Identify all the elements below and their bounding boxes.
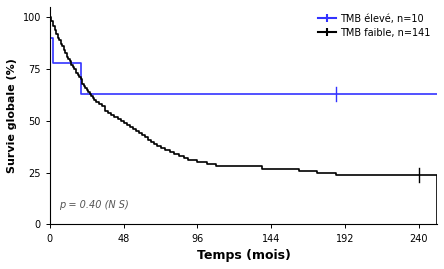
Legend: TMB élevé, n=10, TMB faible, n=141: TMB élevé, n=10, TMB faible, n=141 <box>315 10 434 41</box>
Y-axis label: Survie globale (%): Survie globale (%) <box>7 58 17 173</box>
X-axis label: Temps (mois): Temps (mois) <box>197 249 290 262</box>
Text: p = 0.40 (N S): p = 0.40 (N S) <box>59 200 129 210</box>
